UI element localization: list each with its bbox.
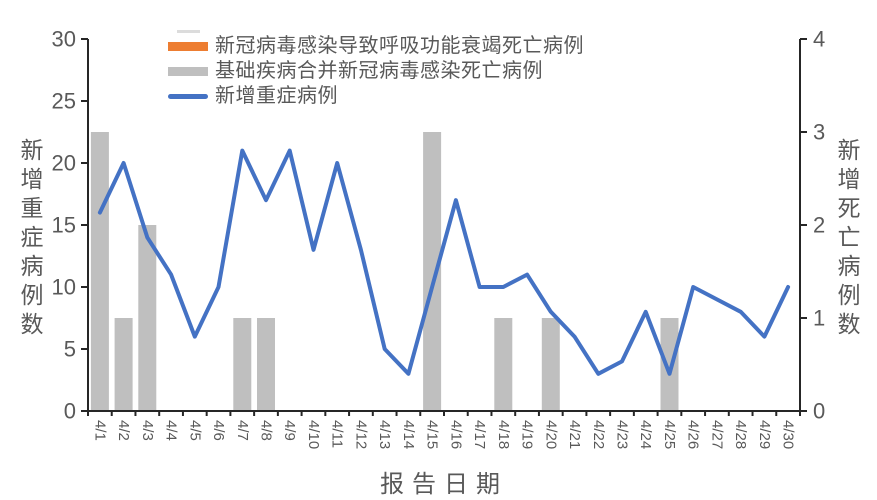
svg-text:30: 30 [52, 27, 76, 52]
legend-swatch-orange-bar-icon [168, 42, 208, 51]
svg-text:20: 20 [52, 151, 76, 176]
svg-text:4/22: 4/22 [590, 420, 607, 449]
svg-text:4/11: 4/11 [329, 420, 346, 448]
svg-text:4/7: 4/7 [234, 420, 251, 441]
svg-text:4/28: 4/28 [732, 420, 749, 449]
svg-text:4/5: 4/5 [186, 420, 203, 441]
svg-text:4/14: 4/14 [400, 420, 417, 449]
right-axis-title: 新增死亡病例数 [834, 138, 860, 341]
svg-text:10: 10 [52, 275, 76, 300]
legend: 新冠病毒感染导致呼吸功能衰竭死亡病例 基础疾病合并新冠病毒感染死亡病例 新增重症… [168, 36, 584, 107]
death-bar [660, 318, 679, 411]
svg-text:4/8: 4/8 [258, 420, 275, 441]
left-axis-tick-labels: 0 5 10 15 20 25 30 [52, 27, 76, 424]
x-axis-tick-labels: 4/1 4/2 4/3 4/4 4/5 4/6 4/7 4/8 4/9 4/10 4/11 4/12 4… [91, 420, 796, 449]
svg-text:4: 4 [813, 27, 825, 52]
right-axis-tick-labels: 0 1 2 3 4 [813, 27, 825, 424]
new-severe-cases-line [97, 148, 791, 376]
death-bar [423, 132, 442, 411]
death-bar [494, 318, 513, 411]
svg-text:4/17: 4/17 [471, 420, 488, 449]
svg-text:4/18: 4/18 [495, 420, 512, 449]
svg-text:3: 3 [813, 120, 825, 145]
legend-item-respiratory-failure-deaths: 新冠病毒感染导致呼吸功能衰竭死亡病例 [168, 36, 584, 57]
death-bar [541, 318, 560, 411]
svg-text:4/10: 4/10 [305, 420, 322, 449]
x-axis-title: 报告日期 [380, 471, 508, 498]
death-bar [138, 225, 157, 411]
death-bar [257, 318, 275, 411]
legend-swatch-blue-line-icon [168, 94, 208, 99]
underlying-disease-death-bars [90, 132, 679, 411]
death-bar [114, 318, 133, 411]
death-bar [90, 132, 109, 411]
svg-text:4/12: 4/12 [352, 420, 369, 449]
svg-text:4/16: 4/16 [447, 420, 464, 449]
svg-text:4/25: 4/25 [661, 420, 678, 449]
svg-text:5: 5 [64, 337, 76, 362]
svg-text:4/24: 4/24 [637, 420, 654, 449]
svg-text:2: 2 [813, 213, 825, 238]
axes [81, 38, 807, 416]
artifact-dash [177, 30, 200, 33]
legend-label: 新增重症病例 [215, 85, 338, 107]
svg-text:25: 25 [52, 89, 76, 114]
svg-text:4/15: 4/15 [424, 420, 441, 449]
legend-label: 基础疾病合并新冠病毒感染死亡病例 [215, 60, 543, 82]
svg-text:4/6: 4/6 [210, 420, 227, 441]
left-axis-title: 新增重症病例数 [17, 138, 43, 341]
svg-text:4/9: 4/9 [281, 420, 298, 441]
svg-text:4/3: 4/3 [139, 420, 156, 441]
legend-swatch-gray-bar-icon [168, 67, 208, 76]
svg-text:0: 0 [64, 399, 76, 424]
legend-item-new-severe-cases: 新增重症病例 [168, 86, 584, 107]
svg-text:0: 0 [813, 399, 825, 424]
death-bar [233, 318, 252, 411]
svg-text:4/2: 4/2 [115, 420, 132, 441]
svg-text:4/21: 4/21 [566, 420, 583, 449]
svg-text:4/26: 4/26 [685, 420, 702, 449]
svg-text:4/1: 4/1 [91, 420, 108, 441]
svg-text:4/19: 4/19 [519, 420, 536, 449]
svg-text:15: 15 [52, 213, 76, 238]
svg-text:4/23: 4/23 [614, 420, 631, 449]
svg-text:4/30: 4/30 [780, 420, 797, 449]
svg-text:4/13: 4/13 [376, 420, 393, 449]
svg-text:4/27: 4/27 [708, 420, 725, 449]
svg-text:4/20: 4/20 [542, 420, 559, 449]
svg-text:4/29: 4/29 [756, 420, 773, 449]
legend-label: 新冠病毒感染导致呼吸功能衰竭死亡病例 [215, 35, 584, 57]
svg-text:1: 1 [813, 306, 825, 331]
legend-item-underlying-disease-deaths: 基础疾病合并新冠病毒感染死亡病例 [168, 61, 584, 82]
svg-text:4/4: 4/4 [163, 420, 180, 441]
